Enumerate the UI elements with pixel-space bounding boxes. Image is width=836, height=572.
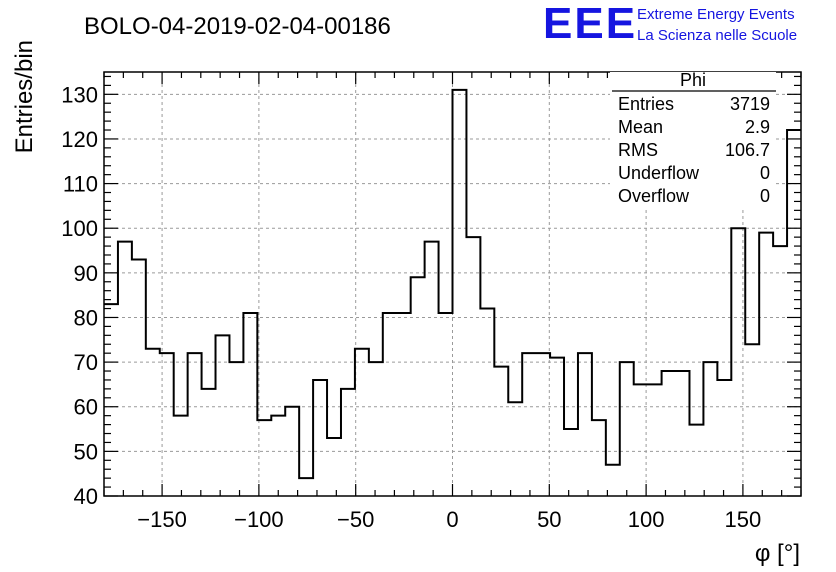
- y-tick-label: 90: [74, 261, 98, 286]
- plot-frame: [103, 71, 802, 497]
- y-tick-label: 100: [61, 216, 98, 241]
- y-tick-label: 110: [63, 172, 98, 197]
- stats-value: 2.9: [745, 117, 770, 137]
- logo-line-1: Extreme Energy Events: [637, 6, 795, 23]
- x-tick-label: −50: [337, 507, 374, 532]
- histogram-step-line: [104, 88, 801, 480]
- logo-line-2: La Scienza nelle Scuole: [637, 27, 797, 44]
- stats-value: 0: [760, 186, 770, 206]
- y-tick-label: 60: [74, 395, 98, 420]
- x-axis-label: φ [°]: [755, 540, 800, 567]
- stats-value: 106.7: [725, 140, 770, 160]
- stats-label: RMS: [618, 140, 658, 160]
- stats-label: Mean: [618, 117, 663, 137]
- y-tick-label: 80: [74, 305, 98, 330]
- stats-label: Overflow: [618, 186, 690, 206]
- x-tick-label: −150: [137, 507, 187, 532]
- y-tick-label: 40: [74, 484, 98, 509]
- stats-box-background: [610, 72, 776, 210]
- y-tick-label: 120: [61, 127, 98, 152]
- y-tick-label: 70: [74, 350, 98, 375]
- x-tick-label: 150: [725, 507, 762, 532]
- stats-label: Entries: [618, 94, 674, 114]
- stats-value: 0: [760, 163, 770, 183]
- y-tick-label: 130: [61, 82, 98, 107]
- x-tick-label: 50: [537, 507, 561, 532]
- x-tick-label: 0: [446, 507, 458, 532]
- stats-label: Underflow: [618, 163, 700, 183]
- y-tick-label: 50: [74, 439, 98, 464]
- stats-box: Phi Entries 3719 Mean 2.9 RMS 106.7 Unde…: [610, 70, 776, 210]
- stats-value: 3719: [730, 94, 770, 114]
- x-tick-label: −100: [234, 507, 284, 532]
- chart-title: BOLO-04-2019-02-04-00186: [84, 13, 391, 40]
- x-tick-labels: −150 −100 −50 0 50 100 150: [137, 507, 761, 532]
- y-tick-labels: 40 50 60 70 80 90 100 110 120 130: [61, 82, 98, 509]
- stats-title: Phi: [680, 70, 706, 90]
- x-tick-label: 100: [628, 507, 665, 532]
- y-axis-label: Entries/bin: [11, 40, 38, 153]
- eee-logo-mark: EEE: [543, 0, 637, 48]
